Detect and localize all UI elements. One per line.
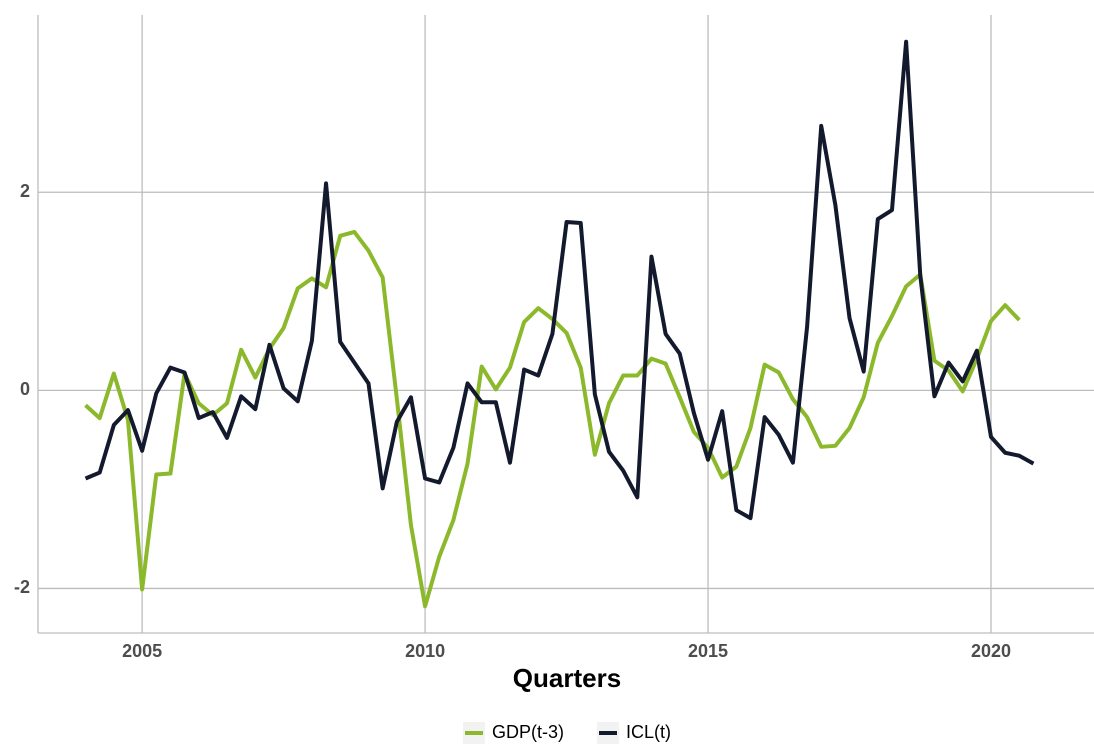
y-tick-label: -2 [14,577,30,597]
series-line [84,229,1021,609]
series-line [84,39,1035,521]
x-axis-title: Quarters [513,663,621,693]
y-tick-label: 2 [20,181,30,201]
x-tick-label: 2010 [405,641,445,661]
x-tick-label: 2005 [122,641,162,661]
x-tick-label: 2020 [971,641,1011,661]
legend-label: GDP(t-3) [492,722,564,742]
legend-label: ICL(t) [626,722,671,742]
y-tick-label: 0 [20,379,30,399]
x-tick-label: 2015 [688,641,728,661]
